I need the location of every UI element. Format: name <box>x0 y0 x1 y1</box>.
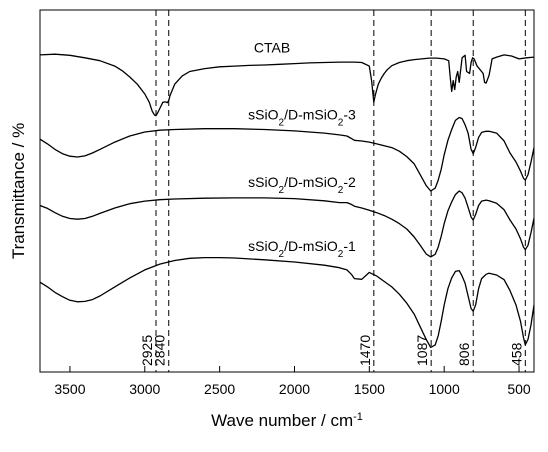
series-label: CTAB <box>254 40 290 56</box>
x-tick-label: 2000 <box>279 381 310 397</box>
reference-line-label: 806 <box>456 342 472 366</box>
series-labels: CTAB sSiO2/D-mSiO2-3 sSiO2/D-mSiO2-2 sSiO2/… <box>248 40 356 260</box>
x-tick-label: 3000 <box>129 381 160 397</box>
reference-line-label: 1087 <box>414 335 430 366</box>
series-label: sSiO2/D-mSiO2-2 <box>248 174 356 196</box>
x-tick-label: 500 <box>507 381 531 397</box>
x-tick-label: 3500 <box>54 381 85 397</box>
x-axis-label: Wave number / cm-1 <box>211 411 363 430</box>
series-line <box>39 53 535 117</box>
series-lines <box>39 53 535 349</box>
series-line <box>39 256 535 349</box>
y-axis-label: Transmittance / % <box>9 123 28 259</box>
series-line <box>39 116 535 192</box>
x-tick-label: 1000 <box>429 381 460 397</box>
series-label: sSiO2/D-mSiO2-1 <box>248 238 356 259</box>
x-tick-label: 2500 <box>204 381 235 397</box>
plot-frame <box>39 9 535 373</box>
x-tick-label: 1500 <box>354 381 385 397</box>
x-axis-ticks: 3500 3000 2500 2000 1500 1000 500 <box>54 366 531 397</box>
series-line <box>39 190 535 258</box>
reference-line-label: 2840 <box>152 335 168 366</box>
reference-line-label: 2925 <box>139 335 155 366</box>
reference-line-label: 458 <box>508 342 524 366</box>
reference-line-label: 1470 <box>357 335 373 366</box>
series-label: sSiO2/D-mSiO2-3 <box>248 106 356 128</box>
